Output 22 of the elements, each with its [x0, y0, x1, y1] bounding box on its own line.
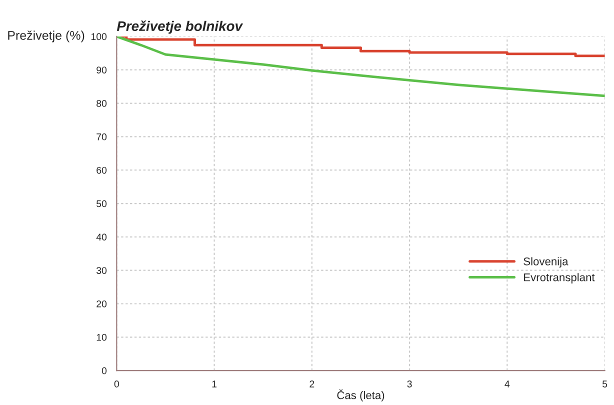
x-tick-label: 1: [212, 380, 217, 388]
y-axis-title: Preživetje (%): [8, 30, 84, 42]
y-tick-label: 0: [102, 367, 107, 374]
legend-label: Slovenija: [524, 257, 568, 268]
y-tick-label: 60: [96, 166, 107, 174]
y-tick-label: 80: [96, 100, 107, 107]
y-tick-label: 30: [96, 267, 107, 274]
y-tick-label: 90: [96, 66, 107, 74]
x-tick-label: 4: [504, 380, 510, 388]
y-tick-label: 10: [96, 334, 107, 341]
x-axis-title: Čas (leta): [337, 389, 384, 402]
y-tick-label: 100: [91, 33, 107, 40]
y-tick-label: 20: [96, 300, 107, 308]
y-tick-label: 40: [96, 234, 107, 241]
x-tick-label: 3: [407, 380, 412, 388]
chart-title: Preživetje bolnikov: [116, 20, 244, 34]
x-tick-label: 0: [114, 380, 119, 388]
x-tick-label: 2: [310, 380, 314, 388]
y-tick-label: 70: [96, 133, 107, 140]
x-tick-label: 5: [602, 380, 608, 388]
legend-label: Evrotransplant: [524, 273, 595, 284]
y-tick-label: 50: [96, 200, 107, 208]
